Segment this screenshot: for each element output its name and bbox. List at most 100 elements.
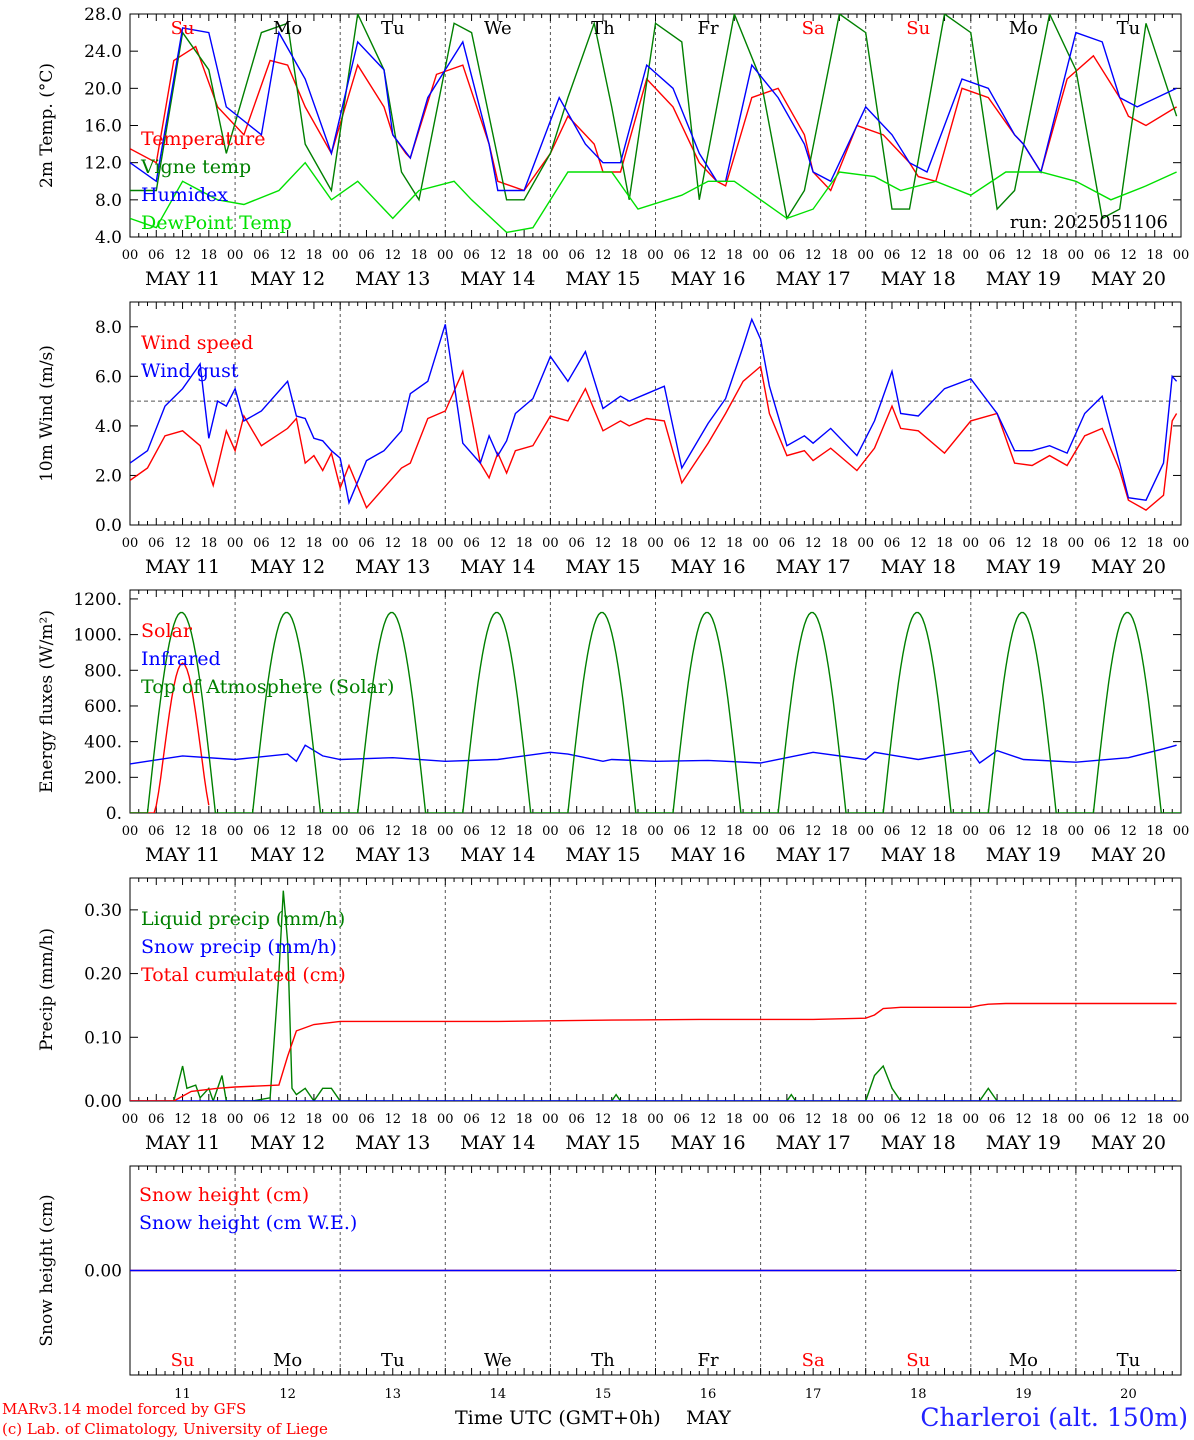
y-tick-label: 6.0	[95, 367, 122, 387]
hour-label: 12	[490, 536, 507, 551]
hour-label: 00	[752, 248, 769, 263]
hour-label: 00	[1068, 536, 1085, 551]
hour-label: 18	[936, 536, 953, 551]
series-line-vigne-temp	[130, 14, 1178, 221]
hour-label: 06	[568, 248, 585, 263]
y-tick-label: 24.0	[84, 42, 122, 62]
day-number: 19	[1015, 1387, 1032, 1402]
y-tick-label: 4.0	[95, 417, 122, 437]
panel-1: 4.0 8.0 12.0 16.0 20.0 24.0 28.0 2m Temp. (°C) T…	[37, 5, 1189, 290]
legend-entry: Wind speed	[141, 332, 253, 354]
weekday-label: Fr	[698, 18, 719, 39]
y-tick-label: 0.20	[84, 965, 122, 985]
weekday-label: We	[484, 18, 512, 39]
weekday-label: Sa	[802, 1350, 825, 1371]
hour-label: 06	[463, 536, 480, 551]
y-tick-label: 1200.	[73, 590, 122, 610]
hour-label: 18	[936, 248, 953, 263]
hour-label: 06	[253, 824, 270, 839]
hour-label: 12	[1120, 1112, 1137, 1127]
weekday-label: Tu	[1117, 1350, 1141, 1371]
hour-label: 12	[174, 1112, 191, 1127]
hour-label: 06	[253, 536, 270, 551]
weekday-label: Sa	[802, 18, 825, 39]
hour-label: 12	[490, 824, 507, 839]
day-label: MAY 15	[565, 268, 640, 290]
weekday-label: Mo	[1009, 1350, 1038, 1371]
day-label: MAY 19	[986, 556, 1061, 578]
legend-entry: Snow height (cm W.E.)	[139, 1212, 357, 1234]
day-label: MAY 14	[460, 844, 535, 866]
hour-label: 06	[1094, 536, 1111, 551]
hour-label: 18	[411, 824, 428, 839]
weekday-label: Mo	[1009, 18, 1038, 39]
day-label: MAY 14	[460, 1132, 535, 1154]
day-label: MAY 12	[250, 844, 325, 866]
hour-label: 00	[963, 536, 980, 551]
hour-label: 12	[805, 248, 822, 263]
day-label: MAY 20	[1091, 268, 1166, 290]
hour-label: 00	[752, 824, 769, 839]
hour-label: 00	[647, 1112, 664, 1127]
y-axis-title: Snow height (cm)	[37, 1194, 57, 1346]
hour-label: 18	[411, 536, 428, 551]
series-line-dewpoint-temp	[130, 161, 1177, 234]
day-label: MAY 11	[145, 268, 220, 290]
day-number: 12	[279, 1387, 296, 1402]
day-label: MAY 13	[355, 268, 430, 290]
hour-label: 00	[332, 1112, 349, 1127]
y-axis-title: Energy fluxes (W/m²)	[37, 610, 57, 793]
y-tick-label: 0.00	[84, 1262, 122, 1282]
day-number: 15	[595, 1387, 612, 1402]
y-axis-title: 10m Wind (m/s)	[37, 345, 57, 482]
run-label: run: 2025051106	[1010, 212, 1168, 233]
hour-label: 00	[227, 248, 244, 263]
hour-label: 12	[805, 536, 822, 551]
hour-label: 12	[174, 536, 191, 551]
series-line-wind-speed	[130, 365, 1178, 511]
hour-label: 18	[621, 824, 638, 839]
hour-label: 18	[1146, 824, 1163, 839]
day-label: MAY 18	[881, 844, 956, 866]
hour-label: 18	[306, 248, 323, 263]
hour-label: 12	[279, 824, 296, 839]
hour-label: 06	[463, 824, 480, 839]
hour-label: 06	[884, 824, 901, 839]
y-tick-label: 1000.	[73, 626, 122, 646]
hour-label: 06	[568, 824, 585, 839]
hour-label: 00	[857, 536, 874, 551]
hour-label: 12	[910, 248, 927, 263]
hour-label: 18	[201, 824, 218, 839]
hour-label: 12	[1015, 536, 1032, 551]
hour-label: 06	[884, 536, 901, 551]
series-line-solar	[130, 662, 210, 813]
y-tick-label: 200.	[84, 768, 122, 788]
hour-label: 06	[1094, 824, 1111, 839]
day-label: MAY 20	[1091, 844, 1166, 866]
hour-label: 12	[700, 1112, 717, 1127]
hour-label: 18	[201, 1112, 218, 1127]
legend-entry: Snow height (cm)	[139, 1184, 309, 1206]
hour-label: 06	[358, 536, 375, 551]
weekday-label: Su	[171, 18, 195, 39]
hour-label: 12	[595, 536, 612, 551]
hour-label: 12	[1120, 824, 1137, 839]
y-axis-title: Precip (mm/h)	[37, 928, 57, 1051]
hour-label: 12	[490, 248, 507, 263]
hour-label: 12	[910, 536, 927, 551]
panel-3: 0. 200. 400. 600. 800. 1000. 1200. Energy fluxe…	[37, 589, 1189, 866]
hour-label: 06	[463, 248, 480, 263]
hour-label: 12	[384, 248, 401, 263]
hour-label: 18	[726, 1112, 743, 1127]
day-label: MAY 16	[670, 268, 745, 290]
y-tick-label: 0.	[106, 804, 122, 824]
weekday-label: Th	[591, 18, 615, 39]
day-number: 14	[490, 1387, 507, 1402]
hour-label: 06	[674, 536, 691, 551]
day-label: MAY 15	[565, 1132, 640, 1154]
day-number: 17	[805, 1387, 822, 1402]
hour-label: 18	[516, 824, 533, 839]
hour-label: 06	[568, 1112, 585, 1127]
hour-label: 18	[516, 536, 533, 551]
hour-label: 00	[122, 1112, 139, 1127]
